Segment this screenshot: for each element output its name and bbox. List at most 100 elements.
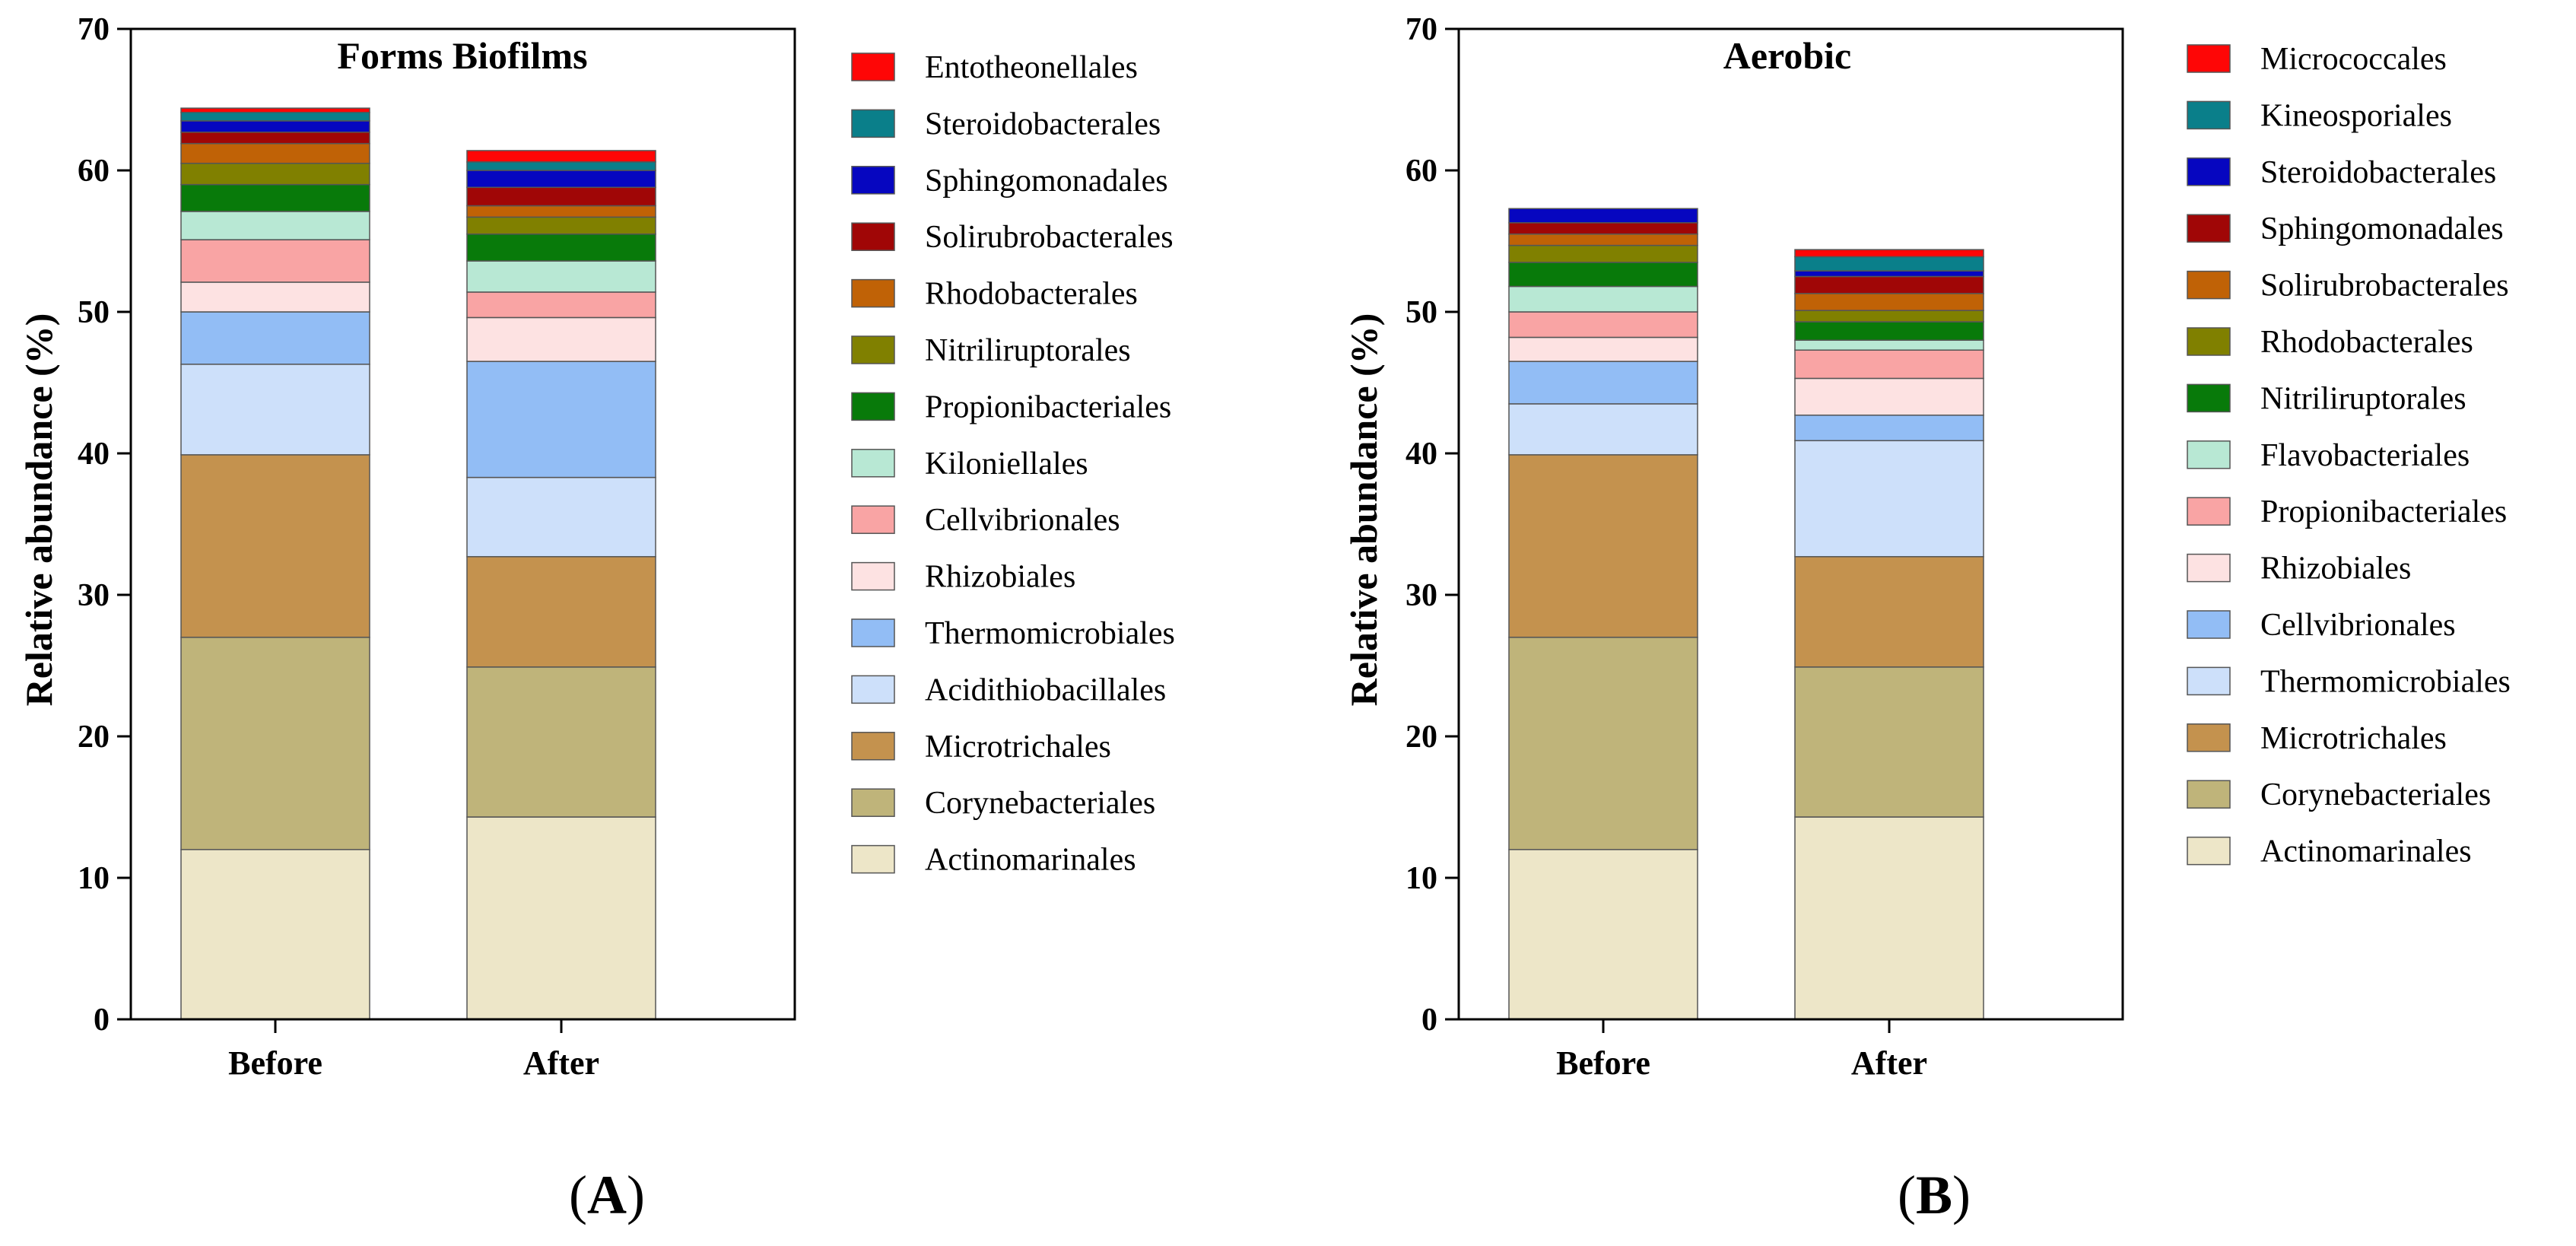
panel-b-legend-swatch-thermomicrobiales [2187, 666, 2231, 696]
panel-a-bar-before-nitriliruptorales [180, 162, 370, 186]
panel-a-y-ticks: 0 10 20 30 40 50 60 70 [78, 12, 131, 1038]
panel-b-legend-label-nitriliruptorales: Nitriliruptorales [2260, 381, 2466, 416]
panel-b-y-tick-label: 20 [1406, 720, 1437, 755]
panel-a-legend-swatch-rhizobiales [851, 561, 895, 591]
panel-a-legend-label-entotheonellales: Entotheonellales [925, 50, 1138, 85]
panel-b-bar-after-thermomicrobiales [1794, 440, 1984, 558]
panel-b-legend-label-steroidobacterales: Steroidobacterales [2260, 155, 2496, 190]
panel-b-legend-label-rhizobiales: Rhizobiales [2260, 551, 2411, 586]
panel-b-legend-label-sphingomonadales: Sphingomonadales [2260, 211, 2504, 246]
panel-b-bar-after-micrococcales [1794, 249, 1984, 258]
panel-b-legend-swatch-solirubrobacterales [2187, 270, 2231, 300]
panel-a-y-tick-label: 30 [78, 578, 110, 613]
panel-a-bar-after-nitriliruptorales [466, 216, 656, 235]
panel-b-title: Aerobic [1723, 34, 1851, 77]
panel-a-y-tick-label: 70 [78, 12, 110, 47]
panel-a-legend-swatch-kiloniellales [851, 449, 895, 478]
panel-a-y-tick-label: 10 [78, 861, 110, 896]
panel-a-plot-frame [129, 27, 796, 1021]
panel-b-bar-after-propionibacteriales [1794, 349, 1984, 380]
panel-a-title: Forms Biofilms [337, 34, 587, 77]
panel-a-bar-before-acidithiobacillales [180, 364, 370, 456]
panel-a-bar-before-propionibacteriales [180, 183, 370, 212]
panel-b-legend-swatch-rhizobiales [2187, 553, 2231, 583]
panel-a-legend-label-cellvibrionales: Cellvibrionales [925, 503, 1120, 538]
panel-a-y-tick-label: 20 [78, 720, 110, 755]
panel-b-legend-label-flavobacteriales: Flavobacteriales [2260, 438, 2470, 473]
panel-a-bar-before-microtrichales [180, 454, 370, 638]
panel-a-legend-label-solirubrobacterales: Solirubrobacterales [925, 220, 1174, 255]
panel-a-bar-before-thermomicrobiales [180, 311, 370, 365]
panel-a-legend-swatch-rhodobacterales [851, 278, 895, 308]
panel-b-bar-after-sphingomonadales [1794, 275, 1984, 294]
panel-a-legend-swatch-acidithiobacillales [851, 675, 895, 704]
panel-a-bar-after-entotheonellales [466, 150, 656, 163]
panel-b-bar-after-rhodobacterales [1794, 310, 1984, 323]
panel-b-x-ticks: Before After [1556, 1019, 1927, 1082]
panel-b-legend-label-solirubrobacterales: Solirubrobacterales [2260, 269, 2509, 304]
panel-a-legend-label-thermomicrobiales: Thermomicrobiales [925, 616, 1175, 651]
panel-b-y-tick-label: 60 [1406, 154, 1437, 189]
panel-b-y-tick-label: 10 [1406, 861, 1437, 896]
panel-b-label: (B) [1898, 1165, 1971, 1225]
panel-b-y-tick-label: 30 [1406, 578, 1437, 613]
panel-a-bar-after-solirubrobacterales [466, 186, 656, 207]
panel-b-legend-swatch-flavobacteriales [2187, 440, 2231, 469]
panel-b-bar-after-flavobacteriales [1794, 339, 1984, 351]
panel-b-legend-swatch-actinomarinales [2187, 836, 2231, 866]
panel-b-legend-swatch-rhodobacterales [2187, 327, 2231, 356]
panel-b-bar-before-rhodobacterales [1508, 244, 1698, 263]
panel-b-legend-label-micrococcales: Micrococcales [2260, 42, 2447, 77]
panel-a-bar-after-cellvibrionales [466, 291, 656, 319]
panel-b-legend-label-rhodobacterales: Rhodobacterales [2260, 325, 2473, 360]
panel-b-bar-before-solirubrobacterales [1508, 233, 1698, 246]
panel-b-legend-swatch-sphingomonadales [2187, 214, 2231, 243]
panel-a-legend-label-nitriliruptorales: Nitriliruptorales [925, 333, 1131, 368]
panel-a-bar-before-entotheonellales [180, 107, 370, 113]
panel-b-bar-after-cellvibrionales [1794, 415, 1984, 442]
panel-b-bar-before-propionibacteriales [1508, 311, 1698, 339]
panel-b-y-tick-label: 50 [1406, 295, 1437, 330]
panel-a-bar-after-acidithiobacillales [466, 476, 656, 558]
panel-b-bar-before-nitriliruptorales [1508, 262, 1698, 288]
panel-b-bar-after-actinomarinales [1794, 816, 1984, 1020]
panel-a-legend-label-microtrichales: Microtrichales [925, 729, 1111, 764]
panel-b-bar-after-steroidobacterales [1794, 270, 1984, 278]
panel-a-legend-label-rhizobiales: Rhizobiales [925, 560, 1075, 595]
panel-b-ylabel: Relative abundance (%) [1342, 313, 1385, 707]
panel-a-legend-label-propionibacteriales: Propionibacteriales [925, 389, 1171, 424]
panel-b-bar-after-kineosporiales [1794, 256, 1984, 272]
panel-a-legend-swatch-entotheonellales [851, 52, 895, 81]
panel-b-bars [1508, 208, 1984, 1020]
panel-a-bar-before-corynebacteriales [180, 637, 370, 850]
panel-a-y-tick-label: 40 [78, 437, 110, 472]
panel-a-bar-before-sphingomonadales [180, 120, 370, 133]
panel-a-bar-after-sphingomonadales [466, 170, 656, 189]
panel-a-bar-after-rhizobiales [466, 316, 656, 362]
panel-a-bar-after-rhodobacterales [466, 205, 656, 218]
panel-b-legend: Micrococcales Kineosporiales Steroidobacte… [2187, 42, 2511, 869]
panel-a-legend-label-actinomarinales: Actinomarinales [925, 843, 1136, 878]
panel-a-y-tick-label: 0 [94, 1003, 110, 1038]
panel-a-bar-after-actinomarinales [466, 816, 656, 1020]
panel-a-legend-swatch-nitriliruptorales [851, 335, 895, 364]
panel-b-bar-before-flavobacteriales [1508, 285, 1698, 313]
panel-b-legend-label-kineosporiales: Kineosporiales [2260, 98, 2452, 133]
panel-a-legend-swatch-corynebacteriales [851, 788, 895, 817]
panel-b-legend-swatch-kineosporiales [2187, 100, 2231, 130]
panel-b-legend-label-microtrichales: Microtrichales [2260, 721, 2447, 756]
panel-b-bar-before-rhizobiales [1508, 336, 1698, 362]
panel-a-bar-before-rhodobacterales [180, 142, 370, 164]
panel-a-legend-label-sphingomonadales: Sphingomonadales [925, 164, 1168, 199]
panel-a-legend-label-acidithiobacillales: Acidithiobacillales [925, 672, 1166, 707]
panel-b-y-ticks: 0 10 20 30 40 50 60 70 [1406, 12, 1459, 1038]
panel-a-bar-after-steroidobacterales [466, 161, 656, 171]
panel-b-plot-frame [1457, 27, 2124, 1021]
panel-b-x-tick-label-after: After [1851, 1044, 1927, 1082]
panel-a-ylabel: Relative abundance (%) [17, 313, 60, 707]
panel-b-bar-before-actinomarinales [1508, 849, 1698, 1020]
panel-a-bar-before-cellvibrionales [180, 239, 370, 283]
panel-b-x-tick-label-before: Before [1556, 1044, 1650, 1082]
panel-b-bar-before-cellvibrionales [1508, 361, 1698, 405]
panel-b-chart: Relative abundance (%) 0 10 20 30 40 50 60 70 A… [1342, 12, 2511, 1225]
